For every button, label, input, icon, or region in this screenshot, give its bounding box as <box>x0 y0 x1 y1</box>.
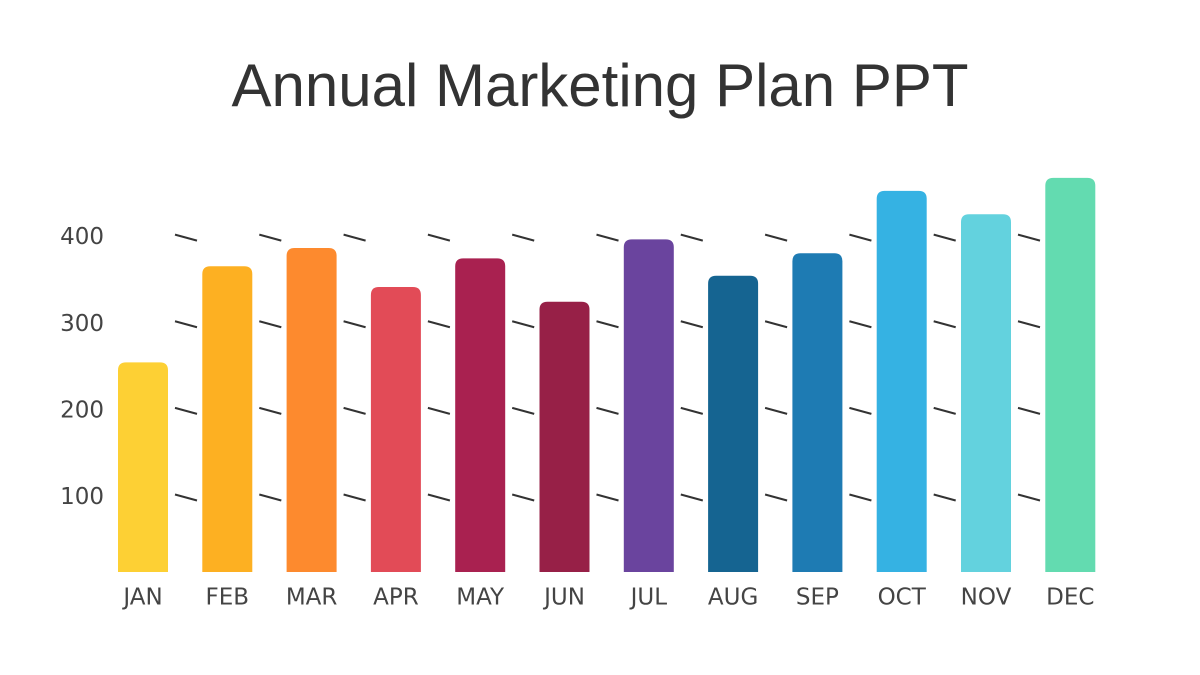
grid-line <box>849 320 872 329</box>
grid-line <box>427 320 451 329</box>
bar <box>623 239 674 573</box>
grid-line <box>596 493 619 502</box>
bar <box>876 190 927 572</box>
grid-line <box>174 406 198 415</box>
x-tick-label: JUN <box>542 585 585 611</box>
grid-line <box>933 493 956 502</box>
bar <box>286 248 337 572</box>
chart-title: Annual Marketing Plan PPT <box>231 52 969 119</box>
grid-line <box>511 320 535 329</box>
grid-line <box>259 406 282 415</box>
bar <box>961 214 1011 572</box>
grid-line <box>849 493 872 502</box>
x-tick-label: SEP <box>796 585 839 611</box>
grid-line <box>259 493 282 502</box>
x-tick-label: MAY <box>456 585 505 611</box>
grid-line <box>596 320 619 329</box>
grid-line <box>511 233 535 242</box>
bar <box>1045 177 1096 573</box>
grid-line <box>764 493 788 502</box>
bar <box>792 253 843 572</box>
grid-line <box>849 406 872 415</box>
grid-line <box>596 233 619 242</box>
x-tick-label: NOV <box>961 585 1012 611</box>
y-tick-label: 300 <box>60 311 104 337</box>
grid-line <box>343 406 366 415</box>
grid-line <box>259 320 282 329</box>
grid-line <box>1017 493 1041 502</box>
x-tick-label: FEB <box>206 585 250 611</box>
grid-line <box>427 406 451 415</box>
grid-line <box>680 406 704 415</box>
y-tick-label: 100 <box>60 484 104 510</box>
grid-line <box>427 233 451 242</box>
grid-line <box>511 493 535 502</box>
grid-line <box>680 320 704 329</box>
grid-line <box>343 233 366 242</box>
bar <box>539 301 590 572</box>
bar <box>370 287 421 572</box>
x-tick-label: MAR <box>286 585 338 611</box>
grid-line <box>764 320 788 329</box>
grid-line <box>511 406 535 415</box>
grid-line <box>933 233 956 242</box>
grid-line <box>764 233 788 242</box>
grid-line <box>427 493 451 502</box>
x-tick-label: AUG <box>708 585 758 611</box>
x-tick-label: DEC <box>1046 585 1094 611</box>
bar <box>118 362 168 572</box>
grid-line <box>343 320 366 329</box>
bar <box>708 275 759 572</box>
grid-line <box>259 233 282 242</box>
grid-line <box>1017 233 1041 242</box>
x-tick-label: APR <box>373 585 419 611</box>
grid-line <box>1017 320 1041 329</box>
grid-line <box>849 233 872 242</box>
grid-line <box>680 493 704 502</box>
x-tick-label: OCT <box>878 585 927 611</box>
grid-line <box>174 493 198 502</box>
grid-line <box>764 406 788 415</box>
y-tick-label: 200 <box>60 397 104 423</box>
grid-line <box>933 406 956 415</box>
grid-line <box>680 233 704 242</box>
bar <box>455 258 506 572</box>
x-tick-label: JAN <box>121 585 162 611</box>
bar <box>202 266 253 572</box>
grid-line <box>1017 406 1041 415</box>
x-tick-label: JUL <box>629 585 668 611</box>
y-tick-label: 400 <box>60 224 104 250</box>
grid-line <box>174 320 198 329</box>
grid-line <box>933 320 956 329</box>
grid-line <box>174 233 198 242</box>
grid-line <box>343 493 366 502</box>
grid-line <box>596 406 619 415</box>
